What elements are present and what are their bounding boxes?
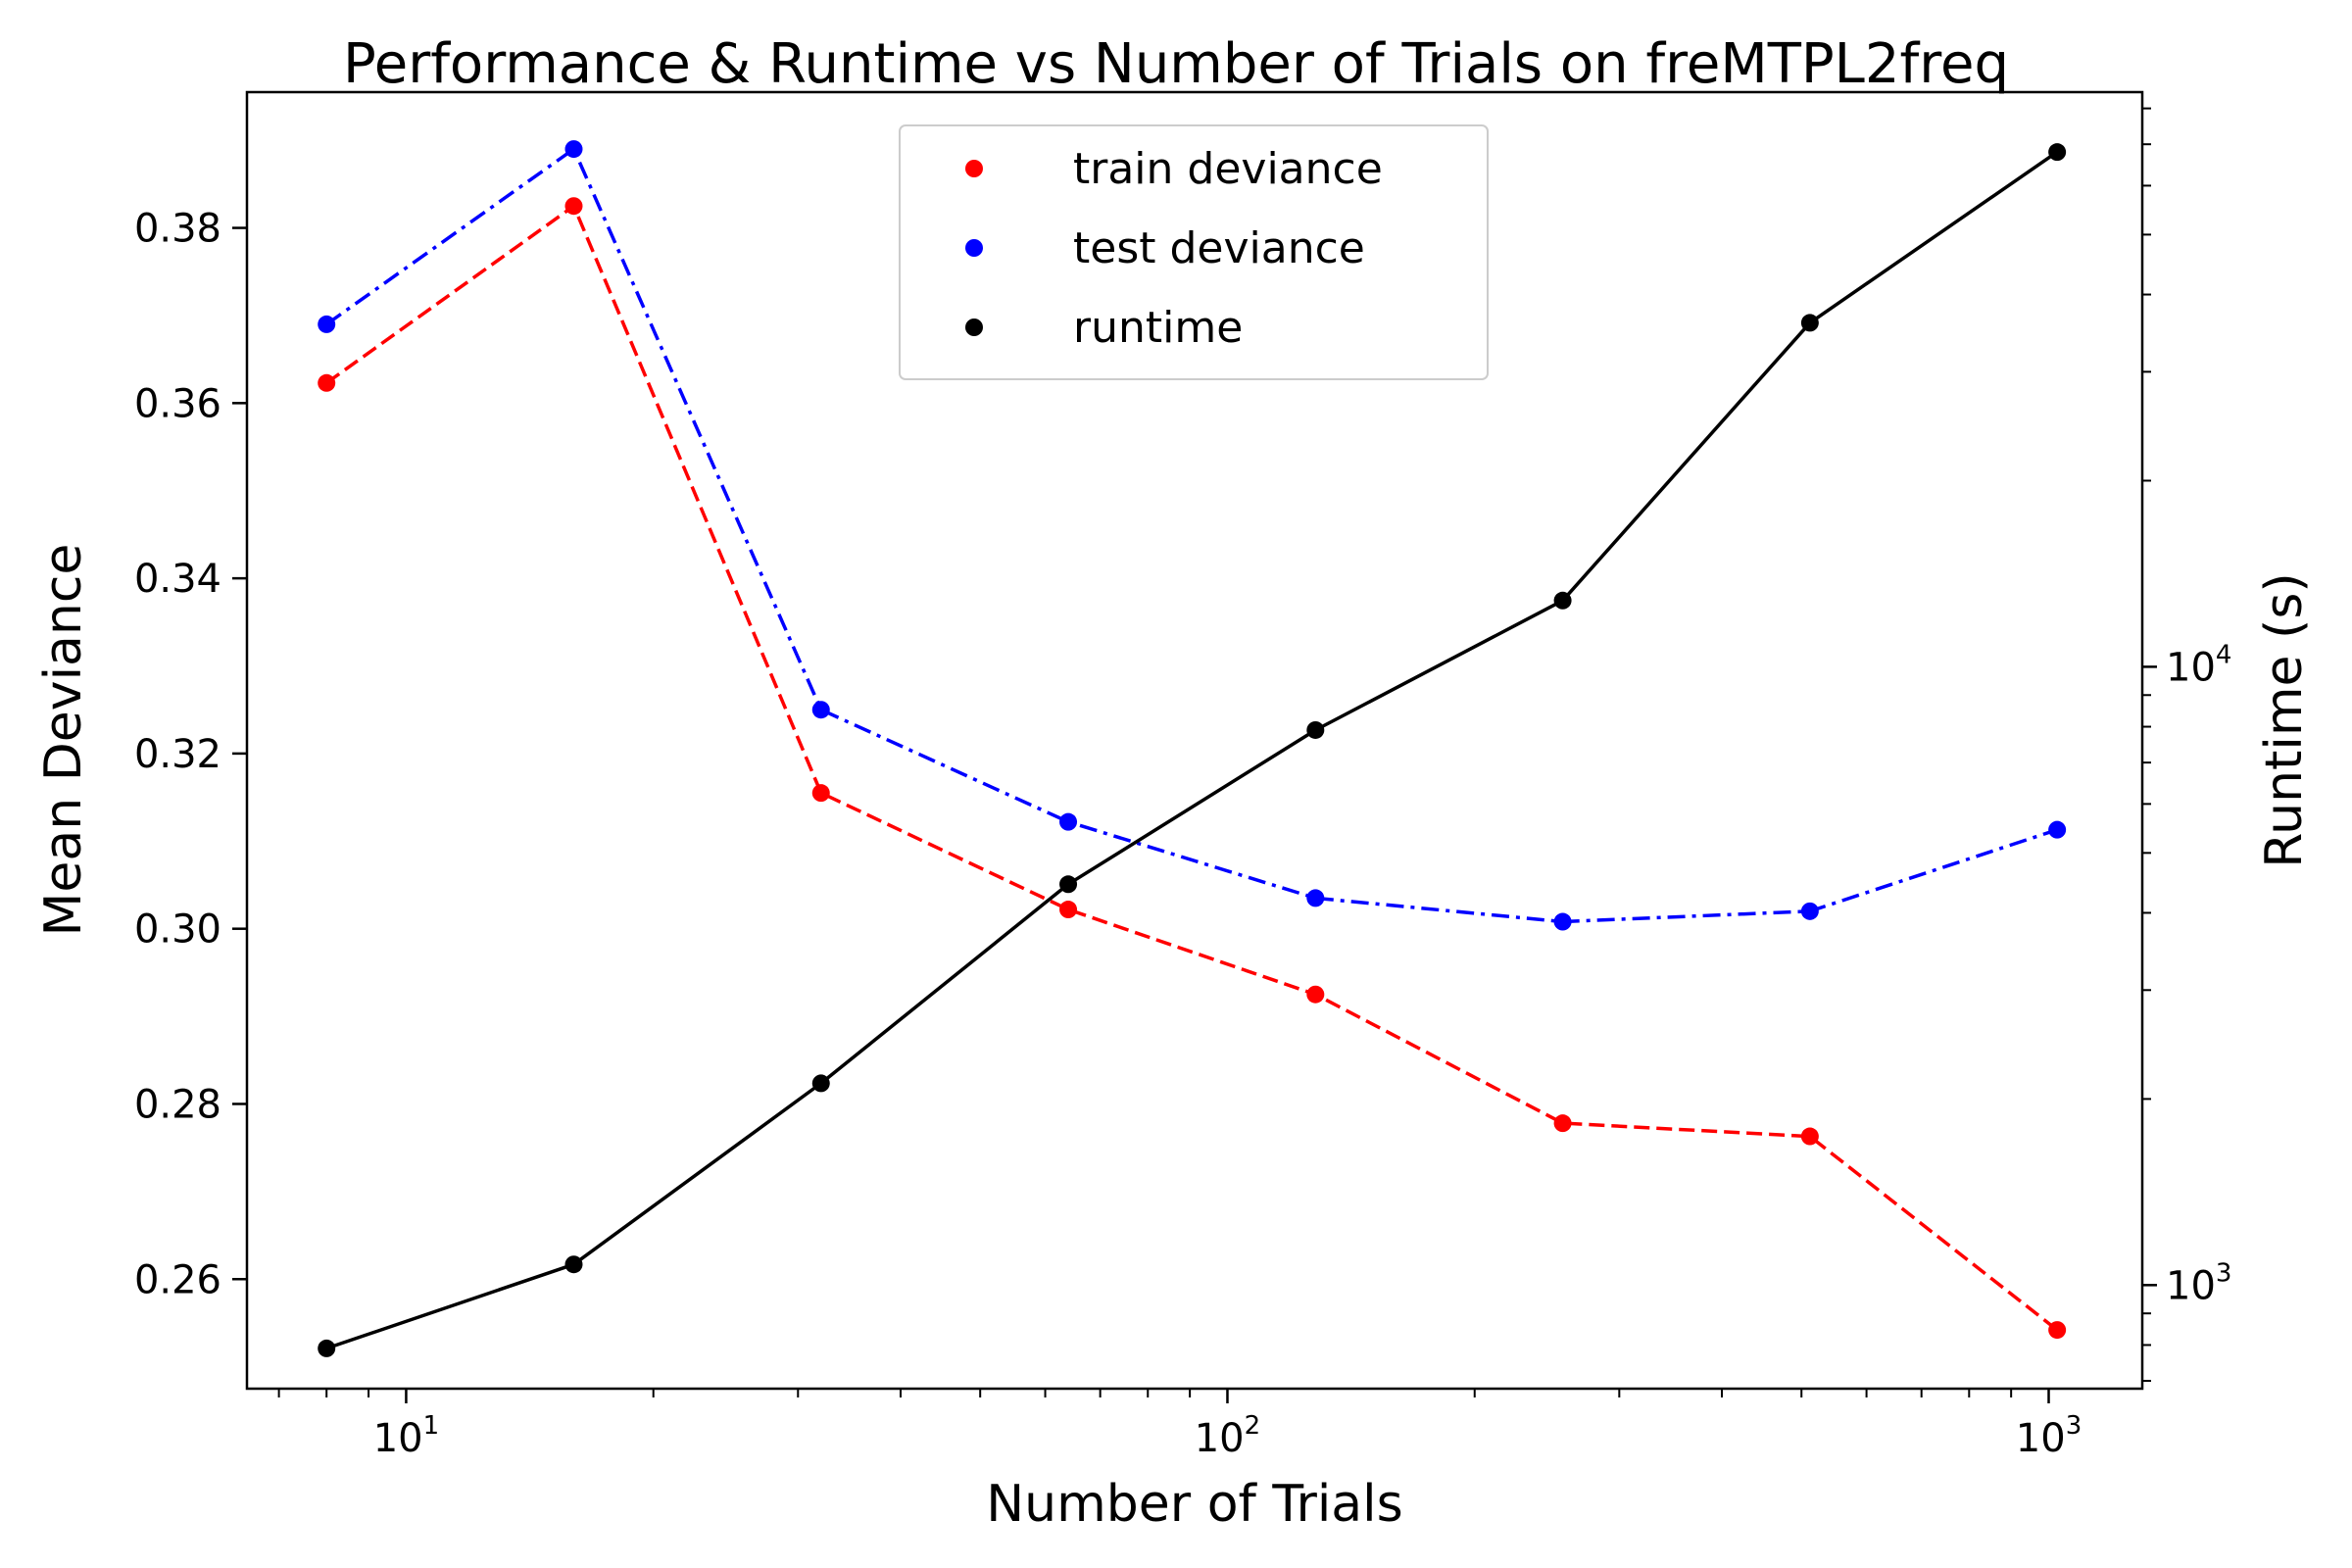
legend-marker-test-deviance	[965, 239, 983, 257]
test-deviance-point	[318, 315, 336, 333]
x-tick-label: 102	[1195, 1411, 1260, 1461]
test-deviance-line	[325, 147, 2058, 924]
legend-marker-train-deviance	[965, 160, 983, 177]
legend-frame	[899, 124, 1489, 380]
y-tick-label: 0.38	[134, 207, 221, 252]
runtime-point	[811, 1074, 830, 1093]
test-deviance-point	[1553, 912, 1572, 931]
runtime-point	[1306, 720, 1325, 739]
plot-area	[245, 90, 2144, 1391]
y2-tick-label: 103	[2166, 1258, 2231, 1308]
minor-ticks	[277, 107, 2151, 1397]
y-tick-label: 0.26	[134, 1257, 221, 1302]
test-deviance-point	[1059, 812, 1078, 831]
runtime-line	[325, 150, 2059, 1350]
series-runtime	[318, 143, 2067, 1357]
y2-tick-label: 104	[2166, 640, 2231, 690]
x-tick-label: 101	[373, 1411, 439, 1461]
test-deviance-point	[1306, 889, 1325, 907]
x-axis-ticks: 101 102 103	[373, 1389, 2082, 1461]
x-tick-label: 103	[2016, 1411, 2082, 1461]
runtime-point	[1553, 591, 1572, 610]
train-deviance-point	[1553, 1114, 1572, 1133]
train-deviance-point	[1306, 985, 1325, 1004]
test-deviance-point	[564, 140, 583, 159]
test-deviance-point	[2048, 820, 2067, 839]
runtime-point	[318, 1339, 336, 1357]
runtime-point	[564, 1255, 583, 1274]
legend-label-train-deviance: train deviance	[1073, 144, 1383, 194]
train-deviance-point	[1059, 901, 1078, 919]
train-deviance-point	[1800, 1127, 1819, 1146]
test-deviance-point	[1800, 902, 1819, 920]
y-tick-label: 0.30	[134, 907, 221, 953]
legend-label-test-deviance: test deviance	[1073, 223, 1365, 273]
y-axis-ticks: 0.26 0.28 0.30 0.32 0.34 0.36 0.38	[134, 207, 247, 1302]
runtime-point	[1800, 314, 1819, 332]
y-tick-label: 0.36	[134, 381, 221, 426]
legend: train deviance test deviance runtime	[899, 124, 1489, 380]
y-axis-label: Mean Deviance	[34, 544, 93, 937]
x-axis-label: Number of Trials	[986, 1475, 1402, 1534]
plot-frame	[245, 90, 2144, 1391]
legend-marker-runtime	[965, 318, 983, 336]
y2-axis-label: Runtime (s)	[2255, 572, 2314, 867]
series-test-deviance	[318, 140, 2067, 931]
series-layer	[318, 140, 2067, 1357]
train-deviance-point	[811, 784, 830, 803]
y2-axis-ticks: 103 104	[2142, 640, 2231, 1308]
chart-title: Performance & Runtime vs Number of Trial…	[343, 32, 2009, 96]
train-deviance-point	[2048, 1321, 2067, 1340]
train-deviance-line	[325, 204, 2059, 1332]
y-tick-label: 0.34	[134, 557, 221, 602]
runtime-point	[2048, 143, 2067, 162]
series-train-deviance	[318, 197, 2067, 1340]
runtime-point	[1059, 875, 1078, 894]
test-deviance-point	[811, 701, 830, 719]
y-tick-label: 0.28	[134, 1082, 221, 1127]
train-deviance-point	[564, 197, 583, 216]
train-deviance-point	[318, 373, 336, 392]
legend-label-runtime: runtime	[1073, 303, 1243, 353]
y-tick-label: 0.32	[134, 732, 221, 777]
